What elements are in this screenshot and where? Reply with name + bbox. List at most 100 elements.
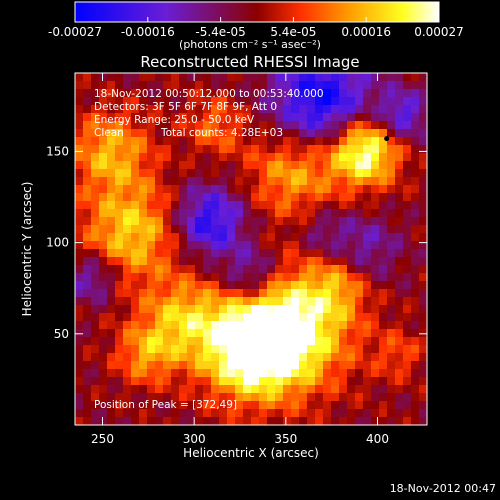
heatmap-cell [403, 153, 412, 162]
heatmap-cell [75, 353, 84, 362]
heatmap-cell [307, 337, 316, 346]
heatmap-cell [131, 113, 140, 122]
heatmap-cell [419, 345, 428, 354]
heatmap-cell [363, 265, 372, 274]
heatmap-cell [259, 273, 268, 282]
heatmap-cell [291, 169, 300, 178]
heatmap-cell [331, 297, 340, 306]
heatmap-cell [291, 265, 300, 274]
heatmap-cell [227, 401, 236, 410]
heatmap-cell [403, 297, 412, 306]
heatmap-cell [235, 265, 244, 274]
heatmap-cell [99, 313, 108, 322]
heatmap-cell [251, 305, 260, 314]
heatmap-cell [91, 385, 100, 394]
heatmap-cell [147, 81, 156, 90]
heatmap-cell [371, 169, 380, 178]
heatmap-cell [331, 329, 340, 338]
heatmap-cell [115, 377, 124, 386]
heatmap-cell [331, 361, 340, 370]
heatmap-cell [307, 105, 316, 114]
heatmap-cell [251, 81, 260, 90]
heatmap-cell [107, 345, 116, 354]
heatmap-cell [139, 417, 148, 426]
heatmap-cell [243, 265, 252, 274]
heatmap-cell [251, 169, 260, 178]
heatmap-cell [123, 273, 132, 282]
heatmap-cell [355, 193, 364, 202]
heatmap-cell [107, 153, 116, 162]
heatmap-cell [291, 153, 300, 162]
heatmap-cell [267, 249, 276, 258]
heatmap-cell [187, 193, 196, 202]
heatmap-cell [139, 209, 148, 218]
heatmap-cell [291, 401, 300, 410]
heatmap-cell [251, 353, 260, 362]
heatmap-cell [163, 177, 172, 186]
heatmap-cell [275, 297, 284, 306]
heatmap-cell [171, 313, 180, 322]
heatmap-cell [179, 97, 188, 106]
heatmap-cell [379, 249, 388, 258]
heatmap-cell [395, 265, 404, 274]
heatmap-cell [275, 265, 284, 274]
heatmap-cell [107, 177, 116, 186]
heatmap-cell [315, 369, 324, 378]
heatmap-cell [371, 321, 380, 330]
heatmap-cell [187, 337, 196, 346]
heatmap-cell [91, 369, 100, 378]
heatmap-cell [259, 225, 268, 234]
heatmap-cell [267, 153, 276, 162]
heatmap-cell [99, 169, 108, 178]
heatmap-cell [403, 169, 412, 178]
heatmap-cell [243, 209, 252, 218]
heatmap-cell [123, 249, 132, 258]
heatmap-cell [195, 193, 204, 202]
heatmap-cell [387, 337, 396, 346]
heatmap-cell [99, 369, 108, 378]
heatmap-cell [235, 313, 244, 322]
heatmap-cell [203, 153, 212, 162]
heatmap-cell [307, 321, 316, 330]
heatmap-cell [83, 233, 92, 242]
heatmap-cell [243, 401, 252, 410]
heatmap-cell [291, 241, 300, 250]
heatmap-cell [299, 217, 308, 226]
heatmap-cell [307, 289, 316, 298]
heatmap-cell [275, 321, 284, 330]
heatmap-cell [131, 233, 140, 242]
heatmap-cell [99, 105, 108, 114]
heatmap-cell [267, 337, 276, 346]
heatmap-cell [419, 305, 428, 314]
heatmap-cell [395, 73, 404, 82]
colorbar-tick-label: 0.00027 [414, 25, 464, 39]
heatmap-cell [403, 137, 412, 146]
heatmap-cell [83, 201, 92, 210]
heatmap-cell [211, 417, 220, 426]
heatmap-cell [83, 73, 92, 82]
heatmap-cell [355, 321, 364, 330]
heatmap-cell [259, 377, 268, 386]
heatmap-cell [139, 121, 148, 130]
heatmap-cell [131, 361, 140, 370]
heatmap-cell [115, 321, 124, 330]
heatmap-cell [251, 121, 260, 130]
heatmap-cell [179, 401, 188, 410]
heatmap-cell [147, 153, 156, 162]
heatmap-cell [195, 353, 204, 362]
heatmap-cell [115, 281, 124, 290]
heatmap-cell [267, 193, 276, 202]
heatmap-cell [179, 393, 188, 402]
heatmap-cell [267, 81, 276, 90]
heatmap-cell [347, 337, 356, 346]
heatmap-cell [331, 353, 340, 362]
heatmap-cell [411, 385, 420, 394]
heatmap-cell [275, 193, 284, 202]
heatmap-cell [259, 401, 268, 410]
heatmap-cell [99, 289, 108, 298]
heatmap-cell [75, 153, 84, 162]
heatmap-cell [203, 209, 212, 218]
heatmap-cell [227, 289, 236, 298]
heatmap-cell [139, 321, 148, 330]
heatmap-cell [267, 313, 276, 322]
